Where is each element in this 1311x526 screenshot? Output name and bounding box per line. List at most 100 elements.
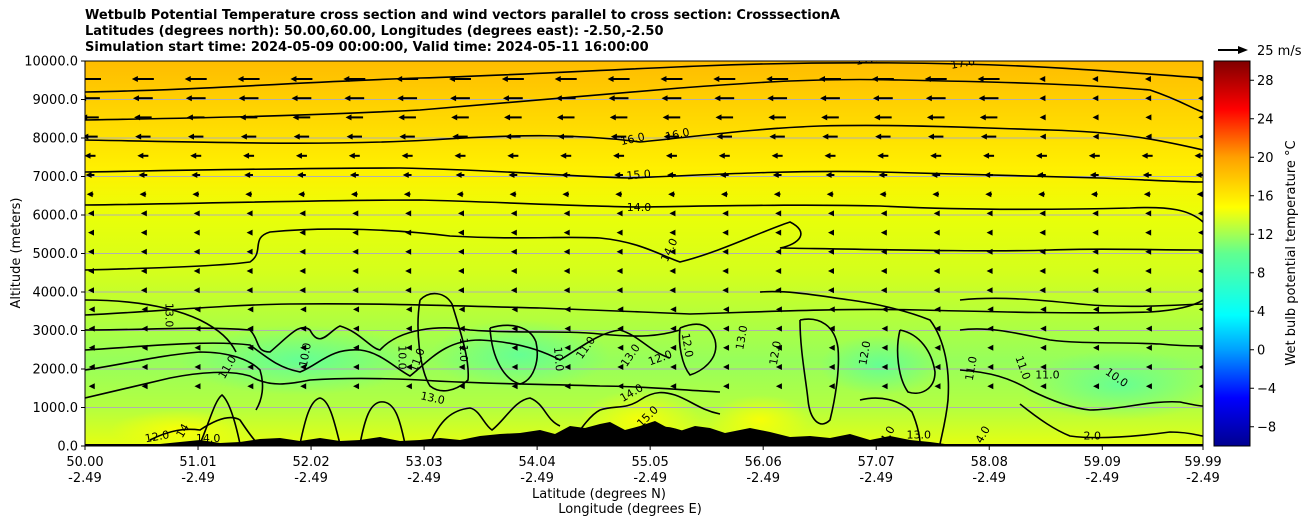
wind-vector-head (450, 95, 457, 102)
wind-vector-head (930, 152, 937, 159)
wind-vector-head (670, 325, 677, 332)
wind-vector (510, 287, 517, 294)
wind-vector-head (616, 210, 623, 217)
wind-vector-head (934, 306, 941, 313)
wind-vector (401, 152, 413, 159)
wind-vector-head (132, 95, 139, 102)
wind-vector-head (1145, 287, 1152, 294)
contour-lowD (359, 401, 406, 445)
wind-vector-head (405, 268, 412, 274)
wind-vector (877, 152, 889, 159)
wind-vector-head (243, 152, 250, 159)
wind-vector (505, 133, 521, 140)
wind-vector (510, 248, 517, 255)
wind-vector-head (458, 268, 464, 274)
wind-vector (88, 306, 95, 313)
wind-vector-head (1145, 210, 1152, 217)
wind-vector-head (398, 114, 405, 121)
wind-vector (88, 325, 95, 332)
wind-vector-head (667, 172, 674, 178)
wind-vector-head (775, 268, 782, 274)
wind-vector (1040, 306, 1047, 313)
wind-vector (185, 95, 206, 102)
wind-vector (85, 78, 101, 80)
wind-vector (247, 344, 254, 351)
wind-vector (346, 133, 362, 140)
wind-vector-head (352, 287, 359, 294)
wind-vector (194, 325, 201, 332)
wind-vector-head (247, 364, 254, 370)
wind-vector-head (878, 172, 885, 178)
wind-vector (353, 364, 360, 370)
wind-vector-head (140, 210, 147, 217)
wind-vector-head (454, 152, 461, 159)
wind-vector (564, 383, 571, 390)
wind-vector-head (405, 229, 412, 236)
wind-vector-head (292, 114, 299, 121)
wind-vector-head (828, 287, 834, 294)
wind-vector-head (669, 210, 676, 217)
wind-vector-head (1145, 344, 1152, 351)
wind-vector-head (820, 95, 827, 102)
wind-vector-head (1145, 95, 1152, 102)
x-tick-label-lat: 52.02 (292, 455, 329, 470)
wind-vector-head (194, 383, 201, 390)
wind-vector-head (300, 306, 307, 313)
wind-vector-head (772, 172, 779, 178)
wind-vector (510, 210, 517, 217)
wind-vector (458, 364, 465, 370)
wind-vector-head (508, 172, 515, 178)
wind-vector (670, 306, 677, 313)
contour-label: 2.0 (1083, 429, 1101, 442)
wind-vector-head (1039, 229, 1046, 236)
wind-vector (85, 152, 96, 159)
wind-vector (984, 172, 993, 178)
wind-vector (299, 287, 306, 294)
wind-vector-head (1037, 172, 1044, 178)
wind-vector (928, 133, 944, 140)
wind-vector-head (718, 152, 725, 159)
wind-vector-head (238, 95, 245, 102)
wind-vector-head (1092, 287, 1099, 294)
wind-vector (819, 76, 841, 82)
wind-vector-head (458, 229, 464, 236)
wind-vector (1092, 133, 1099, 140)
wind-vector (1039, 76, 1046, 82)
wind-vector-head (872, 95, 879, 102)
wind-vector-head (1093, 383, 1100, 390)
x-tick-label-lat: 55.05 (632, 455, 669, 470)
x-tick-label-lon: -2.49 (407, 471, 441, 486)
x-tick-label-lon: -2.49 (633, 471, 667, 486)
wind-vector (509, 191, 517, 198)
wind-vector (986, 248, 993, 255)
wind-vector (1040, 364, 1047, 370)
wind-vector-head (1039, 133, 1046, 140)
wind-vector (828, 248, 834, 255)
contour-mid7 (1019, 403, 1203, 439)
wind-vector (617, 383, 624, 390)
wind-vector-head (662, 114, 669, 121)
wind-vector-head (769, 133, 776, 140)
wind-vector (880, 287, 887, 294)
wind-vector-head (1040, 383, 1047, 390)
wind-vector-head (1198, 115, 1203, 120)
wind-vector (140, 287, 147, 294)
wind-vector-head (563, 229, 570, 236)
wind-vector-head (452, 133, 459, 140)
wind-vector-head (560, 152, 567, 159)
wind-vector (985, 191, 992, 198)
wind-vector (775, 306, 782, 313)
wind-vector-head (564, 344, 571, 351)
wind-vector-head (775, 383, 782, 390)
wind-vector (300, 306, 307, 313)
wind-vector-head (826, 191, 833, 198)
wind-vector-head (934, 364, 941, 370)
wind-vector-head (344, 95, 351, 102)
wind-vector (564, 344, 571, 351)
wind-vector (987, 383, 994, 390)
wind-vector-head (1039, 248, 1046, 255)
wind-vector-head (670, 344, 677, 351)
wind-vector (141, 344, 148, 351)
wind-vector-head (139, 191, 146, 198)
